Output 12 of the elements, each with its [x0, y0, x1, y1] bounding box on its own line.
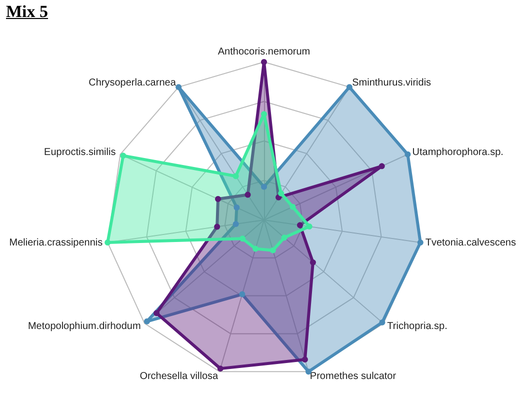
spoke-label: Metopolophium.dirhodum: [28, 321, 141, 332]
spoke-label: Chrysoperla.carnea: [88, 77, 176, 88]
chart-title: Mix 5: [6, 2, 48, 22]
spoke-label: Promethes sulcator: [310, 370, 397, 382]
spoke-label: Sminthurus.viridis: [352, 77, 432, 88]
spoke-label: Orchesella villosa: [140, 370, 219, 382]
spoke-label: Melieria.crassipennis: [9, 238, 103, 249]
spoke-label: Utamphorophora.sp.: [412, 146, 504, 158]
spoke-label: Anthocoris.nemorum: [218, 46, 310, 58]
spoke-label: Euproctis.similis: [44, 146, 116, 158]
spoke-label: Trichopria.sp.: [387, 321, 448, 332]
spoke-label: Tvetonia.calvescens: [425, 238, 516, 249]
